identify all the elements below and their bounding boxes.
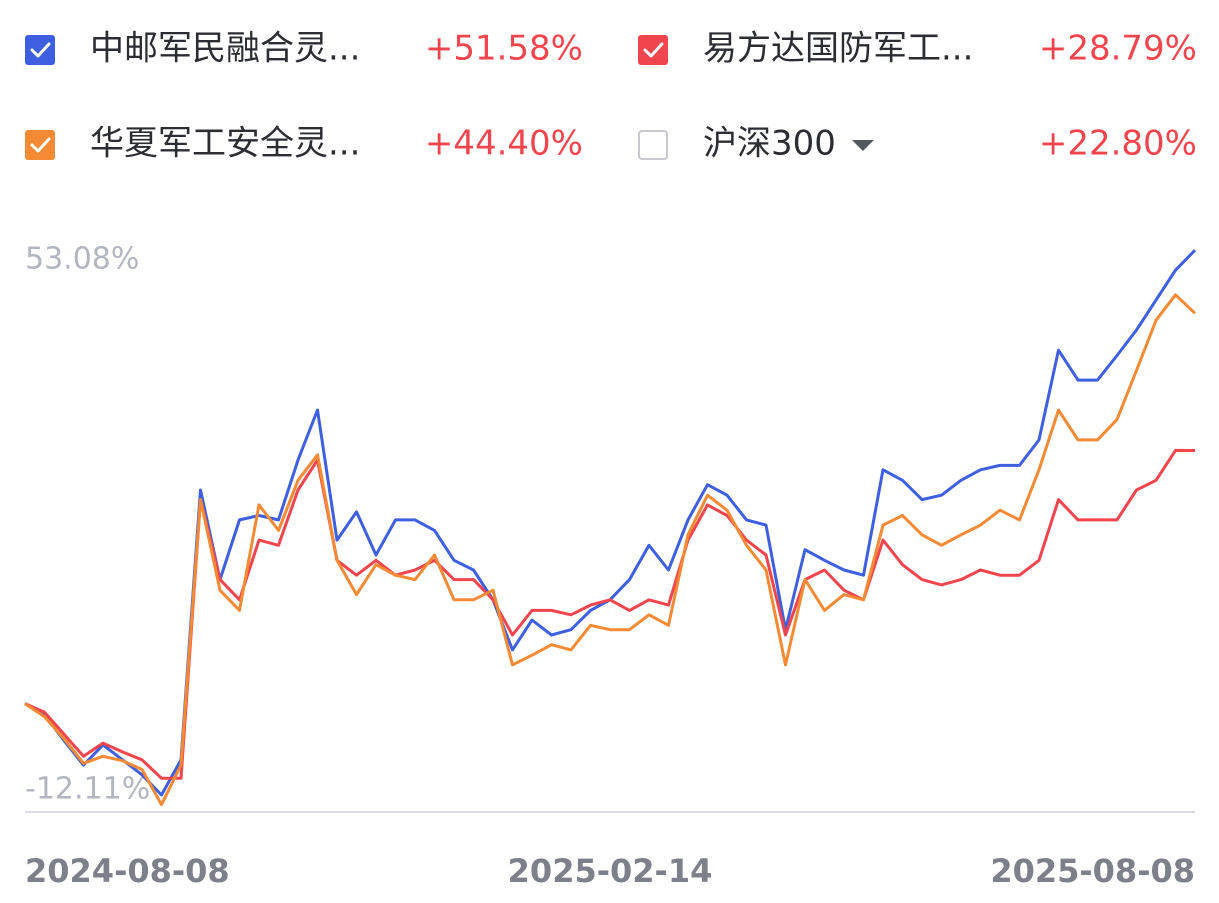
series-line <box>24 448 1196 780</box>
series-line <box>24 249 1197 797</box>
legend-value: +44.40% <box>425 124 583 164</box>
legend-name[interactable]: 中邮军民融合灵... <box>90 29 360 69</box>
y-tick-label: -12.11% <box>25 772 150 807</box>
legend-name[interactable]: 华夏军工安全灵... <box>90 124 360 164</box>
check-icon <box>30 137 51 153</box>
legend-name[interactable]: 沪深300 <box>703 124 836 164</box>
y-tick-label: 53.08% <box>25 242 139 277</box>
check-icon <box>643 42 664 58</box>
x-tick-label: 2025-02-14 <box>508 852 713 890</box>
legend-value: +28.79% <box>1039 29 1197 69</box>
check-icon <box>30 42 51 58</box>
x-tick-label: 2025-08-08 <box>990 852 1195 890</box>
legend-value: +22.80% <box>1039 124 1197 164</box>
x-tick-label: 2024-08-08 <box>25 852 230 890</box>
legend-name[interactable]: 易方达国防军工... <box>703 29 973 69</box>
legend-checkbox[interactable] <box>638 35 668 65</box>
series-line <box>24 293 1197 807</box>
legend-checkbox[interactable] <box>25 35 55 65</box>
legend-checkbox[interactable] <box>638 130 668 160</box>
legend-checkbox[interactable] <box>25 130 55 160</box>
legend-value: +51.58% <box>425 29 583 69</box>
dropdown-arrow[interactable] <box>851 140 874 151</box>
